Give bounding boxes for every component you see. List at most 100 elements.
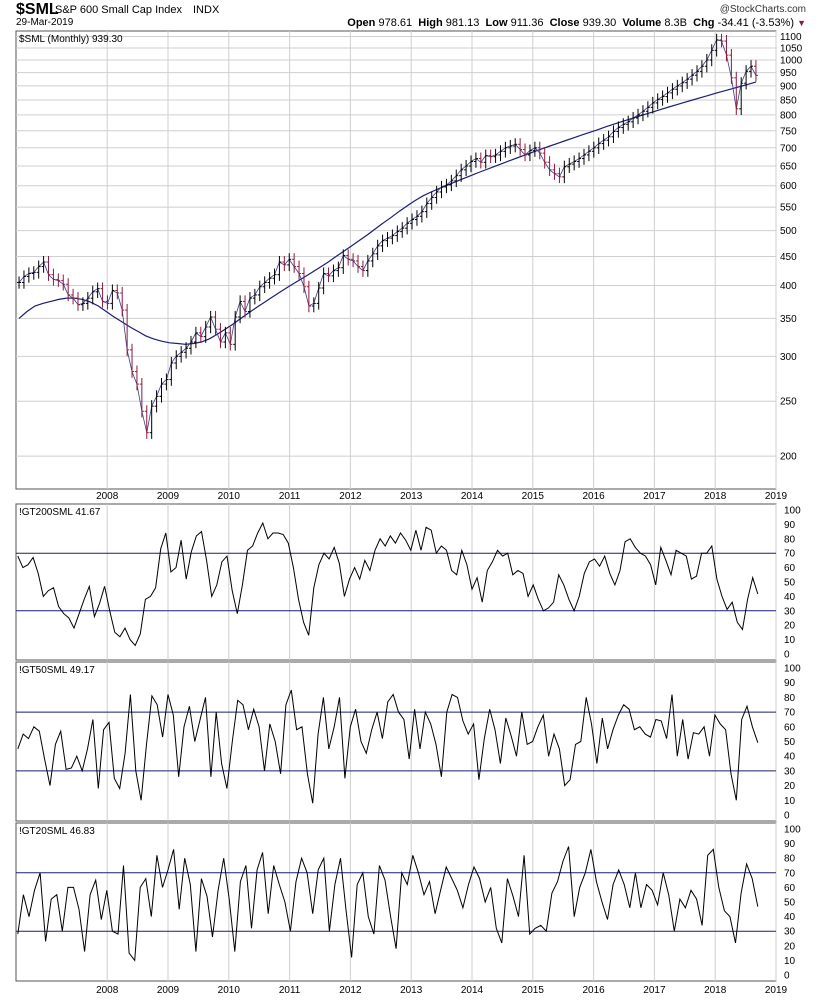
price-axis-label: 1100	[780, 32, 802, 43]
bottom-x-axis-label: 2011	[279, 985, 301, 996]
breadth-axis-label: 90	[784, 678, 796, 689]
breadth-axis-label: 10	[784, 635, 796, 646]
price-axis-label: 300	[780, 352, 797, 363]
price-axis-label: 650	[780, 162, 797, 173]
breadth-axis-label: 40	[784, 592, 796, 603]
change-value: -34.41 (-3.53%)	[717, 17, 795, 29]
close-value: 939.30	[582, 17, 617, 29]
price-x-axis-label: 2011	[279, 491, 301, 502]
breadth-axis-label: 80	[784, 693, 796, 704]
bottom-x-axis-label: 2009	[157, 985, 180, 996]
price-x-axis-label: 2010	[218, 491, 241, 502]
bottom-x-axis-label: 2008	[96, 985, 119, 996]
high-value: 981.13	[445, 17, 480, 29]
price-x-axis-label: 2018	[704, 491, 727, 502]
breadth-axis-label: 80	[784, 854, 796, 865]
bottom-x-axis-label: 2019	[765, 985, 788, 996]
breadth-line	[17, 846, 759, 962]
price-x-axis-label: 2013	[400, 491, 423, 502]
breadth-axis-label: 20	[784, 621, 796, 632]
change-label: Chg	[693, 17, 715, 29]
bottom-x-axis-label: 2015	[522, 985, 545, 996]
breadth-axis-label: 100	[784, 664, 801, 675]
breadth-axis-label: 30	[784, 766, 796, 777]
price-axis-label: 600	[780, 181, 797, 192]
price-x-axis-label: 2016	[582, 491, 605, 502]
price-axis-label: 500	[780, 226, 797, 237]
breadth-axis-label: 70	[784, 549, 796, 560]
breadth-axis-label: 50	[784, 578, 796, 589]
ohlc-stats-bar: Open 978.61 High 981.13 Low 911.36 Close…	[347, 17, 806, 29]
breadth-axis-label: 50	[784, 898, 796, 909]
breadth-axis-label: 0	[784, 811, 790, 822]
price-x-axis-label: 2012	[339, 491, 362, 502]
price-axis-label: 750	[780, 126, 797, 137]
breadth-axis-label: 100	[784, 506, 801, 517]
price-x-axis-label: 2015	[522, 491, 545, 502]
breadth-axis-label: 90	[784, 839, 796, 850]
breadth-axis-label: 20	[784, 781, 796, 792]
breadth-axis-label: 70	[784, 708, 796, 719]
breadth-line	[17, 689, 759, 804]
panel-frame-1	[15, 503, 777, 661]
low-value: 911.36	[510, 17, 544, 29]
breadth-axis-label: 40	[784, 752, 796, 763]
volume-value: 8.3B	[664, 17, 687, 29]
breadth-axis-label: 40	[784, 912, 796, 923]
breadth-axis-label: 10	[784, 956, 796, 967]
chart-symbol: $SML	[16, 1, 59, 18]
price-axis-label: 900	[780, 81, 797, 92]
breadth-axis-label: 0	[784, 650, 790, 661]
price-axis-label: 700	[780, 143, 797, 154]
breadth-axis-label: 60	[784, 883, 796, 894]
price-x-axis-label: 2009	[157, 491, 180, 502]
breadth-legend: !GT200SML 41.67	[19, 507, 101, 518]
bottom-x-axis-label: 2012	[339, 985, 362, 996]
breadth-axis-label: 60	[784, 563, 796, 574]
close-label: Close	[549, 17, 580, 29]
chart-index-name: S&P 600 Small Cap Index	[55, 4, 182, 16]
open-value: 978.61	[378, 17, 413, 29]
price-x-axis-label: 2008	[96, 491, 119, 502]
low-label: Low	[485, 17, 508, 29]
price-axis-label: 550	[780, 203, 797, 214]
breadth-axis-label: 60	[784, 722, 796, 733]
breadth-axis-label: 50	[784, 737, 796, 748]
price-axis-label: 200	[780, 452, 797, 463]
price-x-axis-label: 2017	[643, 491, 666, 502]
bottom-x-axis-label: 2014	[461, 985, 484, 996]
bottom-x-axis-label: 2016	[582, 985, 605, 996]
price-axis-label: 450	[780, 252, 797, 263]
breadth-axis-label: 30	[784, 927, 796, 938]
price-x-axis-label: 2019	[765, 491, 788, 502]
price-axis-label: 800	[780, 110, 797, 121]
bottom-x-axis-label: 2017	[643, 985, 666, 996]
open-label: Open	[347, 17, 376, 29]
breadth-axis-label: 70	[784, 868, 796, 879]
price-axis-label: 1050	[780, 43, 803, 54]
breadth-axis-label: 20	[784, 941, 796, 952]
breadth-legend: !GT50SML 49.17	[19, 665, 95, 676]
price-legend: $SML (Monthly) 939.30	[19, 34, 123, 45]
breadth-axis-label: 30	[784, 606, 796, 617]
panel-frame-3	[15, 822, 777, 982]
breadth-axis-label: 90	[784, 520, 796, 531]
breadth-axis-label: 0	[784, 971, 790, 982]
price-axis-label: 400	[780, 281, 797, 292]
price-axis-label: 350	[780, 314, 797, 325]
breadth-axis-label: 10	[784, 796, 796, 807]
moving-average-line	[18, 81, 757, 345]
price-x-axis-label: 2014	[461, 491, 484, 502]
breadth-axis-label: 100	[784, 825, 801, 836]
bottom-x-axis-label: 2018	[704, 985, 727, 996]
breadth-axis-label: 80	[784, 534, 796, 545]
high-label: High	[418, 17, 443, 29]
price-axis-label: 250	[780, 397, 797, 408]
chart-exchange: INDX	[193, 4, 220, 16]
price-axis-label: 850	[780, 95, 797, 106]
price-axis-label: 950	[780, 68, 797, 79]
chart-date: 29-Mar-2019	[16, 17, 74, 28]
panel-frame-2	[15, 661, 777, 822]
breadth-legend: !GT20SML 46.83	[19, 826, 95, 837]
